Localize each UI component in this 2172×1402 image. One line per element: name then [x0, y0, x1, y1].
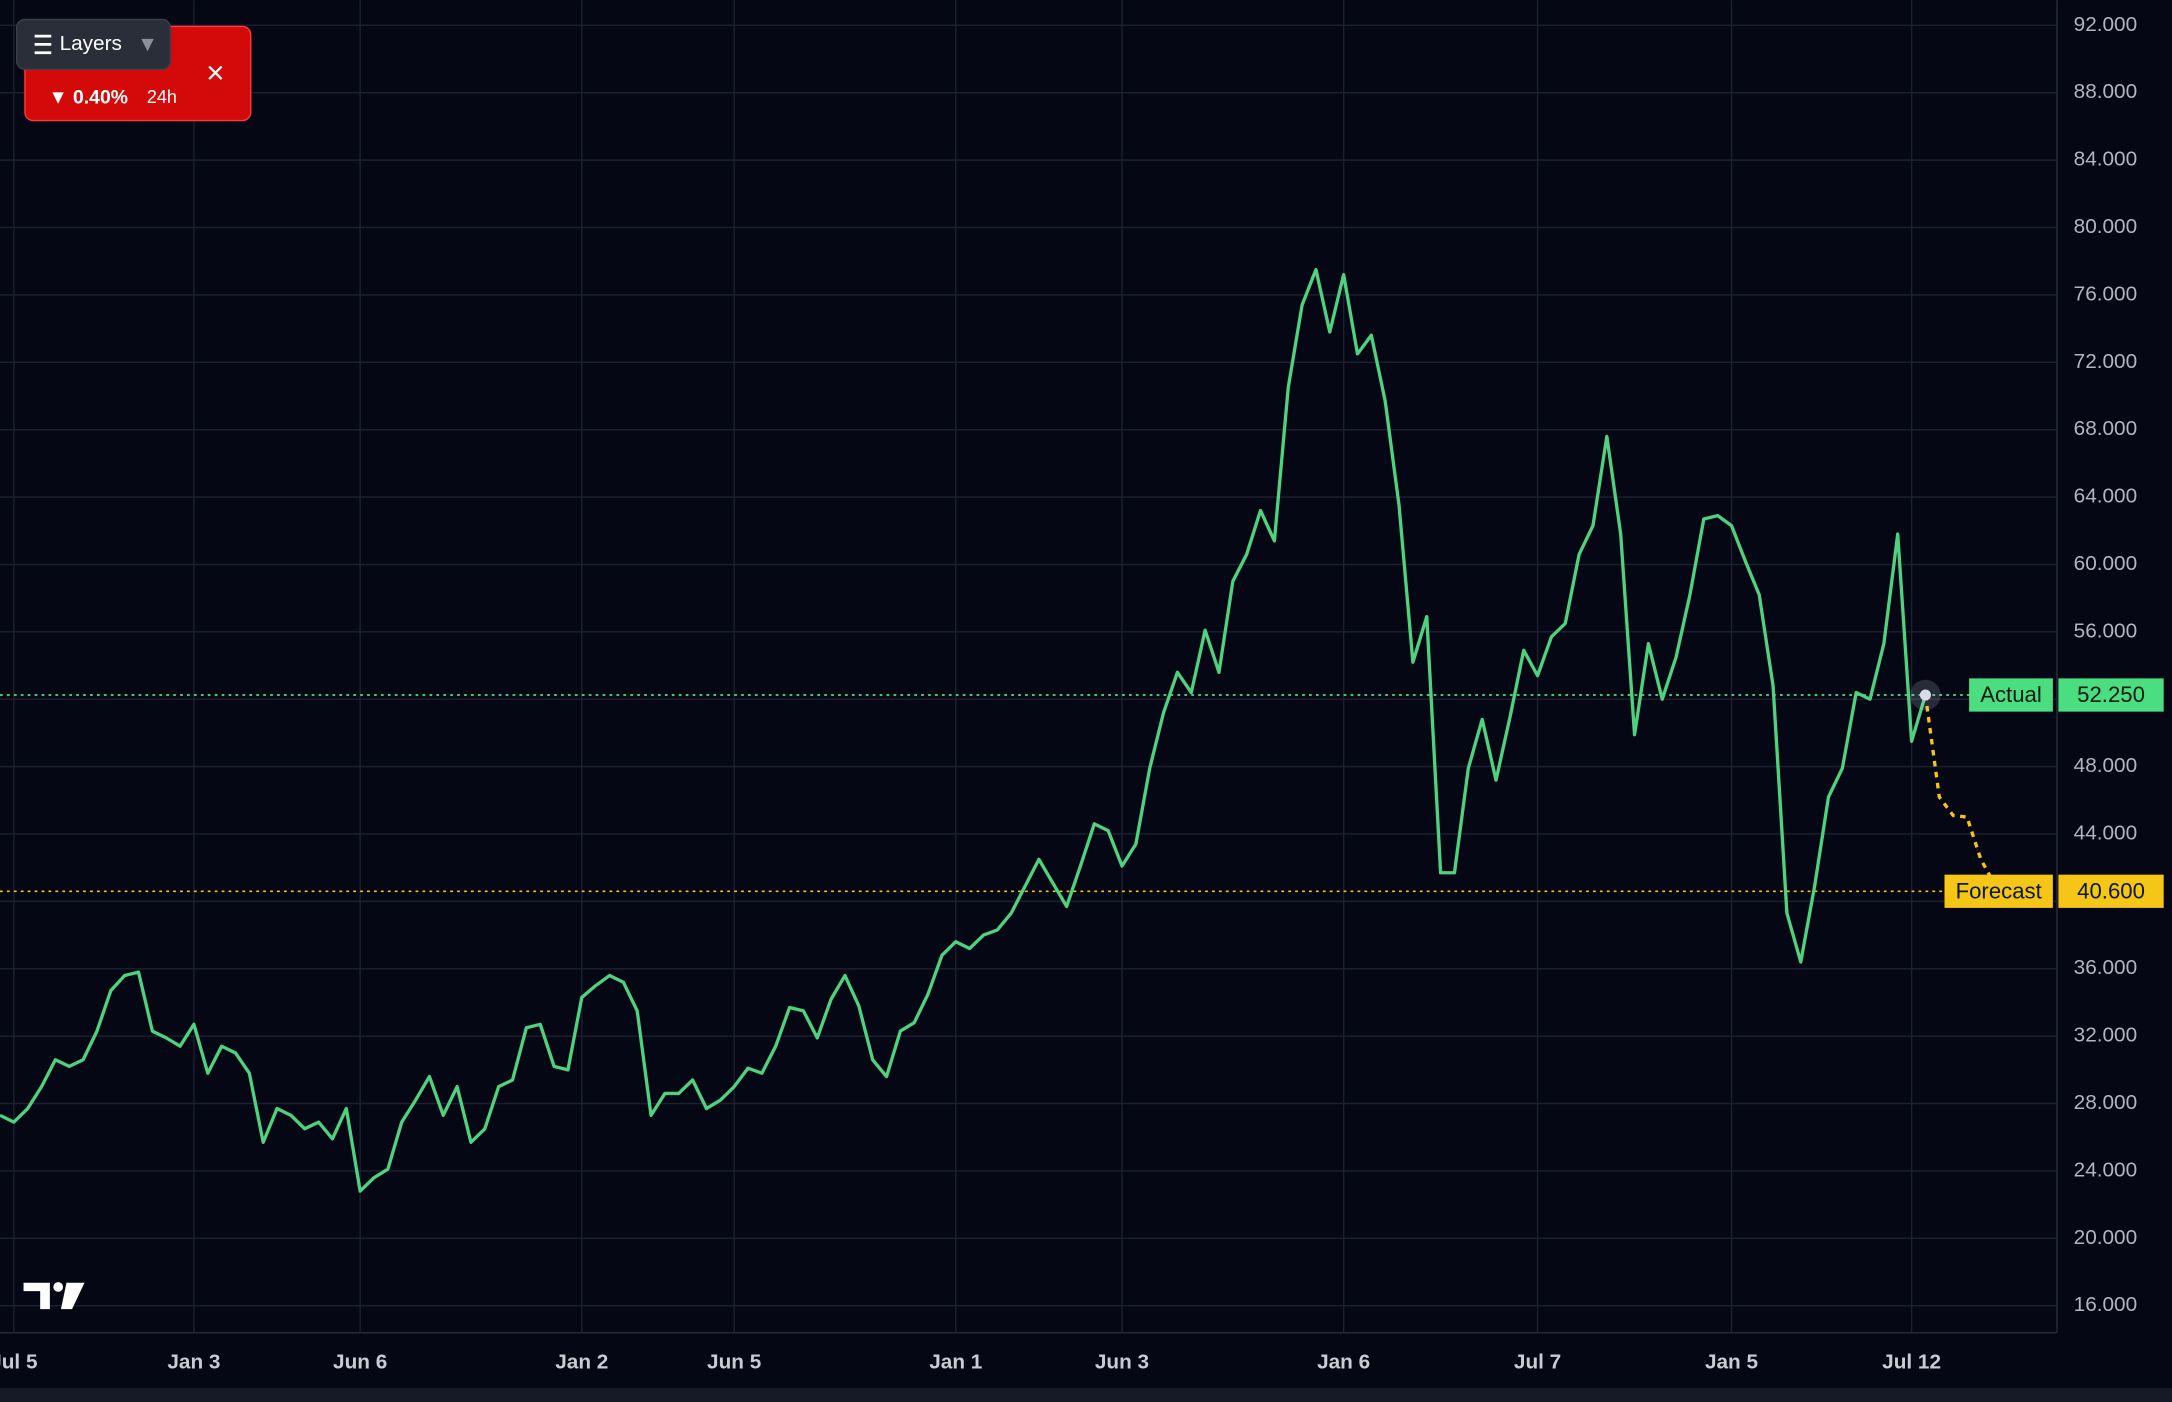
y-tick-label: 20.000 — [2074, 1226, 2138, 1249]
reference-value-box — [2058, 874, 2164, 908]
y-tick-label: 88.000 — [2074, 80, 2138, 103]
dropdown-arrow — [141, 38, 154, 52]
layers-box — [15, 18, 172, 71]
plot — [0, 267, 2058, 1193]
y-tick-label: 24.000 — [2074, 1158, 2138, 1181]
reference-value: 52.250 — [2077, 682, 2145, 707]
y-tick-label: 56.000 — [2074, 619, 2138, 642]
y-tick-label: 72.000 — [2074, 350, 2138, 373]
x-tick-label: Jul 7 — [1514, 1351, 1561, 1374]
y-tick-label: 48.000 — [2074, 754, 2138, 777]
reference-name: Actual — [1980, 682, 2042, 707]
bottom-strip — [0, 1388, 2172, 1402]
y-tick-label: 32.000 — [2074, 1024, 2138, 1047]
reference-name: Forecast — [1956, 879, 2042, 904]
y-tick-label: 60.000 — [2074, 552, 2138, 575]
x-tick-label: Jul 5 — [0, 1351, 38, 1374]
close-icon[interactable] — [208, 65, 223, 80]
badge-change: ▼ 0.40% — [48, 87, 128, 109]
x-tick-label: Jan 1 — [929, 1351, 982, 1374]
y-tick-label: 64.000 — [2074, 485, 2138, 508]
y-tick-label: 16.000 — [2074, 1293, 2138, 1316]
tradingview-logo — [23, 1282, 85, 1310]
x-tick-label: Jan 5 — [1705, 1351, 1758, 1374]
y-tick-label: 68.000 — [2074, 417, 2138, 440]
y-tick-label: 80.000 — [2074, 215, 2138, 238]
y-tick-label: 92.000 — [2074, 13, 2138, 36]
x-tick-label: Jun 3 — [1095, 1351, 1149, 1374]
reference-name-box — [1944, 874, 2053, 908]
last-point — [1919, 689, 1931, 701]
reference-name-box — [1969, 678, 2053, 712]
badge-period: 24h — [147, 87, 177, 107]
x-tick-label: Jan 2 — [555, 1351, 608, 1374]
y-tick-label: 36.000 — [2074, 956, 2138, 979]
y-tick-label: 84.000 — [2074, 148, 2138, 171]
x-tick-label: Jun 5 — [707, 1351, 761, 1374]
menu-icon — [34, 34, 52, 55]
y-tick-label: 28.000 — [2074, 1091, 2138, 1114]
x-tick-label: Jun 6 — [333, 1351, 387, 1374]
grid — [0, 0, 2058, 1333]
reference-value: 40.600 — [2077, 879, 2145, 904]
series-line — [0, 267, 1928, 1193]
layers-label: Layers — [60, 32, 122, 55]
y-tick-label: 76.000 — [2074, 282, 2138, 305]
layers-button[interactable]: Layers — [15, 18, 172, 71]
y-tick-label: 44.000 — [2074, 821, 2138, 844]
x-tick-label: Jul 12 — [1882, 1351, 1941, 1374]
x-tick-label: Jan 3 — [167, 1351, 220, 1374]
reference-value-box — [2058, 678, 2164, 712]
x-tick-label: Jan 6 — [1317, 1351, 1370, 1374]
